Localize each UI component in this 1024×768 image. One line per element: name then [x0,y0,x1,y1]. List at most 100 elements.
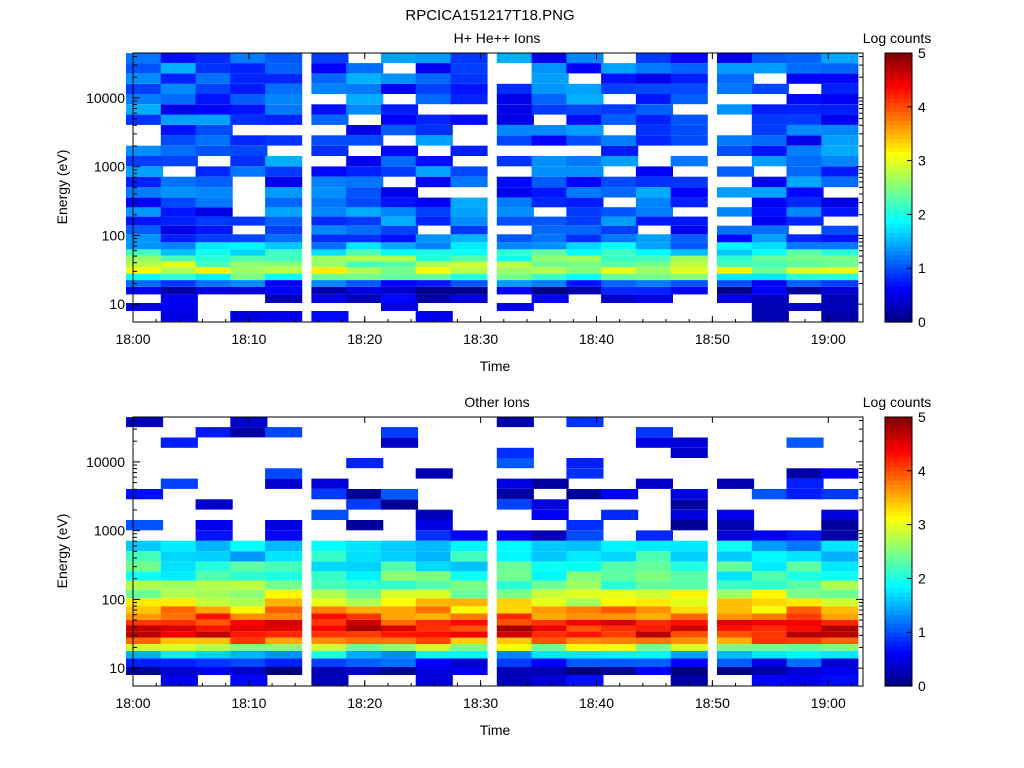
heatmap-cell [670,273,708,281]
heatmap-cell [670,156,708,167]
heatmap-cell [670,286,708,295]
heatmap-cell [195,216,233,226]
heatmap-cell [381,644,419,651]
heatmap-cell [265,625,303,632]
panel-h-he-ions: H+ He++ Ions 18:00 18:10 18:20 18:30 18:40 18… [54,30,931,374]
heatmap-cell [160,63,198,74]
heatmap-cell [311,273,349,281]
heatmap-cell [566,94,604,105]
heatmap-cell [717,135,755,146]
heatmap-cell [265,631,303,638]
colorbar-swatch [885,124,912,130]
colorbar-swatch [885,654,912,660]
heatmap-cell [346,637,384,645]
heatmap-cell [381,606,419,614]
heatmap-cell [717,551,755,562]
heatmap-cell [821,530,859,541]
heatmap-cell [311,234,349,243]
heatmap-cell [566,613,604,620]
colorbar-swatch [885,196,912,202]
heatmap-cell [751,625,789,632]
heatmap-cell [230,613,268,620]
x-tick-label: 18:00 [115,331,150,347]
heatmap-cell [531,83,569,94]
heatmap-cell [195,261,233,268]
heatmap-cell [670,249,708,256]
heatmap-cell [450,580,488,590]
heatmap-cell [670,571,708,581]
heatmap-cell [346,561,384,572]
heatmap-cell [195,197,233,208]
colorbar-swatch [885,106,912,112]
heatmap-cell [381,166,419,177]
heatmap-cell [195,125,233,136]
heatmap-cell [381,73,419,84]
heatmap-cell [635,94,673,105]
heatmap-cell [717,561,755,572]
heatmap-cell [415,658,453,667]
heatmap-cell [311,176,349,188]
heatmap-cell [195,273,233,281]
heatmap-cell [821,619,859,626]
heatmap-cell [670,606,708,614]
heatmap-cell [786,207,824,217]
heatmap-cell [786,580,824,590]
heatmap-cell [381,273,419,281]
heatmap-cell [821,667,859,675]
heatmap-cell [381,225,419,235]
heatmap-cell [821,631,859,638]
heatmap-cell [160,187,198,198]
heatmap-cell [786,644,824,651]
heatmap-cell [450,176,488,188]
heatmap-cell [126,176,164,188]
heatmap-cell [751,667,789,675]
colorbar-swatch [885,308,912,314]
heatmap-cell [821,520,859,531]
heatmap-cell [635,561,673,572]
heatmap-cell [160,667,198,675]
heatmap-cell [601,613,639,620]
panel-2-x-label: Time [480,722,511,738]
heatmap-cell [717,598,755,607]
heatmap-cell [786,249,824,256]
heatmap-cell [265,286,303,295]
heatmap-cell [450,644,488,651]
colorbar-swatch [885,466,912,472]
colorbar-swatch [885,636,912,642]
heatmap-cell [566,255,604,262]
heatmap-cell [635,589,673,599]
heatmap-cell [450,650,488,659]
heatmap-cell [160,619,198,626]
colorbar-swatch [885,272,912,278]
heatmap-cell [786,551,824,562]
colorbar-swatch [885,524,912,530]
heatmap-cell [566,187,604,198]
heatmap-cell [126,650,164,659]
colorbar-swatch [885,214,912,220]
heatmap-cell [751,255,789,262]
heatmap-cell [566,234,604,243]
heatmap-cell [496,135,534,146]
heatmap-cell [566,63,604,74]
heatmap-cell [265,261,303,268]
heatmap-cell [496,125,534,136]
heatmap-cell [346,63,384,74]
heatmap-cell [821,255,859,262]
colorbar-swatch [885,569,912,575]
colorbar-swatch [885,250,912,256]
heatmap-cell [160,294,198,303]
heatmap-cell [160,286,198,295]
heatmap-cell [601,540,639,552]
colorbar-swatch [885,538,912,544]
heatmap-cell [786,94,824,105]
heatmap-cell [635,644,673,651]
colorbar-swatch [885,281,912,287]
heatmap-cell [670,437,708,448]
colorbar-tick-label: 2 [918,570,926,586]
heatmap-cell [346,598,384,607]
heatmap-cell [265,234,303,243]
colorbar-swatch [885,520,912,526]
heatmap-cell [635,580,673,590]
heatmap-cell [531,499,569,510]
